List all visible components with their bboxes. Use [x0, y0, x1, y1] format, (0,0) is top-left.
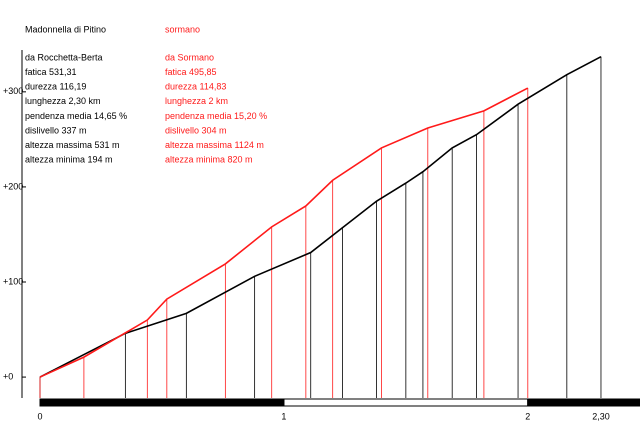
series-name: Madonnella di Pitino [25, 24, 106, 34]
y-tick-label: +200 [3, 181, 23, 191]
series-name: sormano [165, 24, 200, 34]
info-line: durezza 116,19 [25, 82, 86, 92]
info-line: pendenza media 15,20 % [165, 111, 267, 121]
info-line: altezza massima 531 m [25, 140, 120, 150]
x-tick-label: 2 [525, 411, 530, 421]
info-line: da Sormano [165, 52, 214, 62]
info-line: altezza minima 194 m [25, 155, 113, 165]
profile-line [39, 87, 529, 378]
info-line: dislivello 337 m [25, 125, 87, 135]
scale-segment [39, 398, 285, 407]
info-line: pendenza media 14,65 % [25, 111, 127, 121]
x-tick-label: 2,30 [592, 411, 610, 421]
y-tick-label: +0 [3, 371, 13, 381]
info-line: fatica 531,31 [25, 67, 77, 77]
info-line: fatica 495,85 [165, 67, 217, 77]
info-line: dislivello 304 m [165, 125, 227, 135]
x-tick-label: 0 [37, 411, 42, 421]
profile-line [39, 55, 602, 378]
info-line: altezza minima 820 m [165, 155, 253, 165]
y-tick-label: +300 [3, 86, 23, 96]
x-tick-label: 1 [281, 411, 286, 421]
info-line: da Rocchetta-Berta [25, 52, 103, 62]
info-line: lunghezza 2 km [165, 96, 228, 106]
scale-segment [283, 398, 529, 407]
scale-segment [527, 398, 640, 407]
info-line: altezza massima 1124 m [165, 140, 264, 150]
y-tick-label: +100 [3, 276, 23, 286]
info-line: lunghezza 2,30 km [25, 96, 101, 106]
info-line: durezza 114,83 [165, 82, 226, 92]
